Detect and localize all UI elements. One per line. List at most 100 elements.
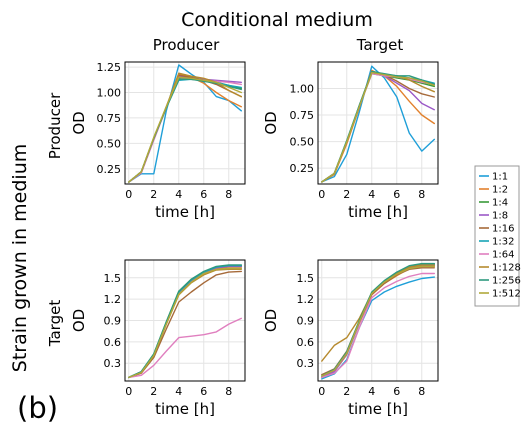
x-tick-label: 4 <box>368 188 375 201</box>
legend-label: 1:4 <box>492 198 508 209</box>
x-tick-label: 0 <box>125 385 132 398</box>
series-line-1-2 <box>128 266 243 379</box>
legend-label: 1:128 <box>492 263 521 274</box>
x-tick-label: 0 <box>318 385 325 398</box>
x-tick-label: 6 <box>393 385 400 398</box>
y-tick-label: 0.6 <box>104 336 122 349</box>
series-line-1-64 <box>128 317 243 379</box>
series-line-1-2 <box>321 69 435 183</box>
series-line-1-64 <box>321 72 435 183</box>
y-tick-label: 0.9 <box>297 315 315 328</box>
x-tick-label: 2 <box>343 385 350 398</box>
series-line-1-4 <box>128 77 243 183</box>
y-tick-label: 0.9 <box>104 315 122 328</box>
x-tick-label: 6 <box>200 385 207 398</box>
y-tick-label: 1.2 <box>104 293 122 306</box>
y-tick-label: 1.00 <box>97 87 122 100</box>
series-line-1-256 <box>128 78 243 183</box>
figure-title: Conditional medium <box>181 9 373 31</box>
y-tick-label: 0.25 <box>97 163 122 176</box>
series-line-1-128 <box>128 72 243 183</box>
plot-frame <box>317 61 439 185</box>
series-line-1-2 <box>128 73 243 183</box>
x-tick-label: 6 <box>393 188 400 201</box>
legend-label: 1:16 <box>492 224 514 235</box>
legend-label: 1:2 <box>492 185 508 196</box>
x-tick-label: 2 <box>150 188 157 201</box>
x-tick-label: 0 <box>318 188 325 201</box>
plot-frame <box>317 259 439 382</box>
y-tick-label: 1.00 <box>290 83 315 96</box>
y-tick-label: 0.3 <box>104 357 122 370</box>
series-line-1-4 <box>321 72 435 183</box>
series-line-1-32 <box>128 265 243 379</box>
y-tick-label: 1.2 <box>297 293 315 306</box>
legend-label: 1:1 <box>492 172 508 183</box>
y-tick-label: 1.25 <box>97 61 122 74</box>
column-label-target: Target <box>356 36 404 54</box>
series-line-1-1 <box>128 64 243 183</box>
y-axis-label: OD <box>262 309 280 332</box>
y-tick-label: 0.6 <box>297 336 315 349</box>
x-axis-label: time [h] <box>155 400 215 418</box>
x-axis-label: time [h] <box>348 400 408 418</box>
x-tick-label: 8 <box>225 385 232 398</box>
x-tick-label: 2 <box>343 188 350 201</box>
x-tick-label: 2 <box>150 385 157 398</box>
y-tick-label: 0.25 <box>290 162 315 175</box>
plot-frame <box>124 259 246 382</box>
series-line-1-8 <box>321 265 435 379</box>
legend-label: 1:512 <box>492 289 521 300</box>
legend: 1:1 1:2 1:4 1:8 1:16 1:32 1:64 1:128 1:256 1:512 <box>474 165 521 307</box>
row-label-target: Target <box>46 300 64 348</box>
series-line-1-512 <box>128 76 243 183</box>
series-line-1-512 <box>321 265 435 377</box>
y-tick-label: 0.3 <box>297 357 315 370</box>
x-tick-label: 4 <box>368 385 375 398</box>
row-axis-label: Strain grown in medium <box>9 144 31 372</box>
series-line-1-16 <box>128 270 243 379</box>
panel-target-in-producer-medium: 0 2 4 6 8 0.3 0.6 0.9 1.2 1.5 time [h] OD <box>70 259 246 418</box>
series-line-1-1 <box>128 265 243 379</box>
y-tick-label: 0.50 <box>290 136 315 149</box>
series-line-1-4 <box>128 265 243 379</box>
legend-label: 1:256 <box>492 276 521 287</box>
x-axis-label: time [h] <box>155 203 215 221</box>
y-tick-label: 0.50 <box>97 137 122 150</box>
series-line-1-16 <box>128 74 243 183</box>
x-tick-label: 8 <box>225 188 232 201</box>
x-tick-label: 8 <box>418 188 425 201</box>
series-line-1-2 <box>321 265 435 379</box>
y-tick-label: 0.75 <box>97 112 122 125</box>
series-line-1-512 <box>321 71 435 183</box>
x-tick-label: 0 <box>125 188 132 201</box>
y-axis-label: OD <box>262 111 280 134</box>
panel-producer-in-target-medium: 0 2 4 6 8 0.25 0.50 0.75 1.00 time [h] OD <box>262 61 439 221</box>
x-tick-label: 8 <box>418 385 425 398</box>
panel-tag: (b) <box>17 391 58 425</box>
y-tick-label: 1.5 <box>104 272 122 285</box>
y-axis-label: OD <box>70 309 88 332</box>
series-line-1-64 <box>128 76 243 183</box>
row-label-producer: Producer <box>46 92 64 159</box>
y-axis-label: OD <box>70 111 88 134</box>
legend-label: 1:64 <box>492 250 514 261</box>
x-axis-label: time [h] <box>348 203 408 221</box>
series-line-1-8 <box>128 265 243 379</box>
legend-label: 1:8 <box>492 211 508 222</box>
legend-label: 1:32 <box>492 237 514 248</box>
series-line-1-32 <box>128 78 243 183</box>
y-tick-label: 1.5 <box>297 272 315 285</box>
series-line-1-64 <box>321 272 435 379</box>
panel-target-in-target-medium: 0 2 4 6 8 0.3 0.6 0.9 1.2 1.5 time [h] OD <box>262 259 439 418</box>
x-tick-label: 4 <box>175 188 182 201</box>
y-tick-label: 0.75 <box>290 109 315 122</box>
series-line-1-16 <box>321 267 435 376</box>
x-tick-label: 4 <box>175 385 182 398</box>
x-tick-label: 6 <box>200 188 207 201</box>
panel-producer-in-producer-medium: 0 2 4 6 8 0.25 0.50 0.75 1.00 1.25 time [h] OD <box>70 61 246 221</box>
series-line-1-256 <box>128 264 243 379</box>
series-line-1-512 <box>128 267 243 379</box>
plot-frame <box>124 61 246 185</box>
